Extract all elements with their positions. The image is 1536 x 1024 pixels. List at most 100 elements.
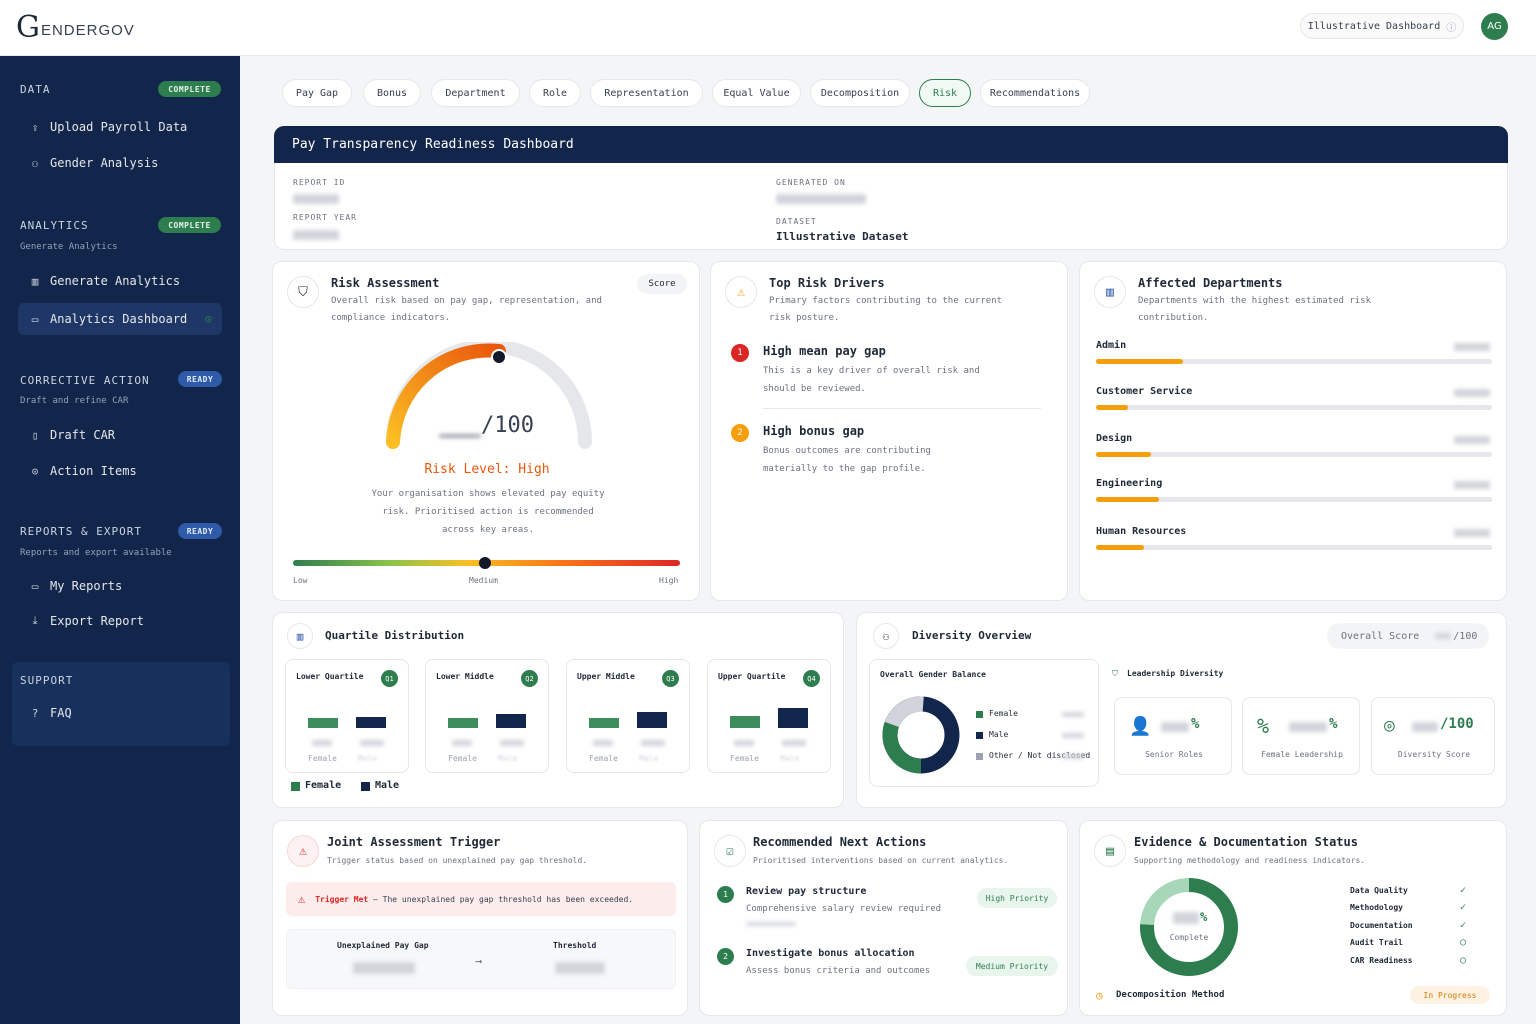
sidebar-item-label: Gender Analysis: [50, 156, 159, 170]
tab-risk[interactable]: Risk: [919, 79, 971, 107]
tab-recommendations[interactable]: Recommendations: [980, 79, 1090, 107]
quartile-tag: Q1: [381, 670, 398, 687]
section-analytics-title: ANALYTICS: [20, 219, 89, 232]
sidebar-item-analytics-dashboard[interactable]: ▭ Analytics Dashboard ⊙: [18, 303, 222, 335]
tab-decomposition[interactable]: Decomposition: [810, 79, 910, 107]
sidebar-item-gender-analysis[interactable]: ⚇ Gender Analysis: [18, 147, 222, 179]
next-actions-card: ☑ Recommended Next Actions Prioritised i…: [699, 820, 1068, 1016]
departments-subtitle: Departments with the highest estimated r…: [1138, 296, 1371, 323]
sidebar-item-upload[interactable]: ⇪ Upload Payroll Data: [18, 111, 222, 143]
drivers-subtitle: Primary factors contributing to the curr…: [769, 296, 1002, 323]
male-value-redacted: [641, 740, 665, 746]
legend-swatch-other: [976, 753, 983, 760]
tile-label: Diversity Score: [1397, 750, 1471, 759]
report-id-value-redacted: [293, 194, 339, 204]
bar-chart-icon: ▥: [31, 274, 39, 288]
sidebar-item-export-report[interactable]: ⤓ Export Report: [18, 605, 222, 637]
action-title[interactable]: Investigate bonus allocation: [746, 948, 915, 959]
sidebar-item-faq[interactable]: ? FAQ: [18, 697, 222, 729]
logo-text: ENDERGOV: [40, 21, 135, 39]
tab-bonus[interactable]: Bonus: [363, 79, 421, 107]
quartile-tag: Q3: [662, 670, 679, 687]
section-reports-title: REPORTS & EXPORT: [20, 525, 142, 538]
tile-value-suffix: %: [1329, 716, 1338, 732]
action-number: 2: [717, 948, 734, 965]
quartile-name: Upper Quartile: [718, 672, 786, 681]
generated-value-redacted: [776, 194, 866, 204]
female-bar: [589, 718, 619, 728]
action-title[interactable]: Review pay structure: [746, 886, 867, 897]
sidebar-item-draft-car[interactable]: ▯ Draft CAR: [18, 419, 222, 451]
joint-subtitle: Trigger status based on unexplained pay …: [327, 856, 588, 865]
risk-assessment-card: ⛉ Risk Assessment Overall risk based on …: [272, 261, 700, 601]
department-value-redacted: [1454, 529, 1490, 537]
target-icon: ◎: [1384, 715, 1395, 736]
sidebar-item-label: Draft CAR: [50, 428, 116, 442]
quartile-name: Lower Quartile: [296, 672, 364, 681]
col-unexplained: Unexplained Pay Gap: [337, 941, 429, 950]
department-bar-track: [1096, 545, 1492, 550]
diversity-title: Diversity Overview: [912, 629, 1032, 642]
scale-medium: Medium: [469, 576, 498, 585]
department-bar-track: [1096, 497, 1492, 502]
female-label: Female: [730, 754, 759, 763]
sidebar-item-label: Generate Analytics: [50, 274, 181, 288]
quartile-tag: Q2: [521, 670, 538, 687]
evidence-subtitle: Supporting methodology and readiness ind…: [1134, 856, 1366, 865]
tab-role[interactable]: Role: [529, 79, 581, 107]
department-name: Human Resources: [1096, 526, 1187, 537]
driver-number: 2: [731, 424, 749, 442]
legend-female: Female: [305, 780, 342, 791]
tab-pay-gap[interactable]: Pay Gap: [282, 79, 352, 107]
department-bar-track: [1096, 359, 1492, 364]
male-label: Male: [780, 754, 800, 763]
department-name: Engineering: [1096, 478, 1163, 489]
method-label: Decomposition Method: [1116, 990, 1225, 1000]
trigger-alert: ⚠ Trigger Met – The unexplained pay gap …: [286, 882, 676, 916]
sidebar-item-action-items[interactable]: ⊙ Action Items: [18, 455, 222, 487]
dashboard-pill[interactable]: Illustrative Dashboard ⓘ: [1300, 13, 1464, 39]
department-value-redacted: [1454, 343, 1490, 351]
report-year-label: REPORT YEAR: [293, 213, 357, 222]
sidebar-item-label: Action Items: [50, 464, 137, 478]
avatar[interactable]: AG: [1481, 13, 1508, 40]
bar-chart-icon: ▥: [287, 623, 313, 649]
divider: [763, 408, 1041, 409]
sidebar-item-my-reports[interactable]: ▭ My Reports: [18, 570, 222, 602]
tile-label: Senior Roles: [1145, 750, 1203, 759]
trigger-alert-bold: Trigger Met: [315, 894, 369, 904]
score-tag: Score: [637, 274, 687, 294]
sidebar-item-label: My Reports: [50, 579, 123, 593]
tab-equal-value[interactable]: Equal Value: [712, 79, 801, 107]
sidebar-item-generate-analytics[interactable]: ▥ Generate Analytics: [18, 265, 222, 297]
section-reports-sub: Reports and export available: [20, 548, 172, 558]
quartile-box: Lower Middle Q2 Female Male: [425, 659, 549, 773]
tile-value-redacted: [1161, 722, 1189, 732]
tile-value-redacted: [1412, 722, 1438, 732]
action-meta-redacted: [746, 922, 796, 926]
driver-title: High mean pay gap: [763, 344, 886, 358]
app-logo[interactable]: G ENDERGOV: [16, 10, 135, 46]
report-year-value-redacted: [293, 230, 339, 240]
unexplained-value-redacted: [353, 962, 415, 974]
tab-representation[interactable]: Representation: [590, 79, 703, 107]
check-icon: ✓: [1460, 902, 1467, 914]
section-support-title: SUPPORT: [20, 674, 74, 687]
department-bar-fill: [1096, 405, 1128, 410]
check-label: CAR Readiness: [1350, 955, 1413, 965]
gender-donut: [882, 696, 960, 774]
sidebar-item-label: Analytics Dashboard: [50, 312, 188, 326]
top-bar: G ENDERGOV Illustrative Dashboard ⓘ AG: [0, 0, 1536, 56]
male-label: Male: [358, 754, 378, 763]
female-value-redacted: [452, 740, 472, 746]
department-value-redacted: [1454, 436, 1490, 444]
tile-senior-roles: 👤 % Senior Roles: [1114, 697, 1232, 775]
percent-icon: %: [1257, 714, 1270, 738]
tab-department[interactable]: Department: [431, 79, 520, 107]
status-badge: READY: [178, 523, 222, 539]
department-bar-fill: [1096, 452, 1151, 457]
trigger-alert-text: Trigger Met – The unexplained pay gap th…: [315, 895, 633, 904]
evidence-title: Evidence & Documentation Status: [1134, 835, 1358, 849]
female-value-redacted: [593, 740, 613, 746]
sidebar-item-label: FAQ: [50, 706, 72, 720]
